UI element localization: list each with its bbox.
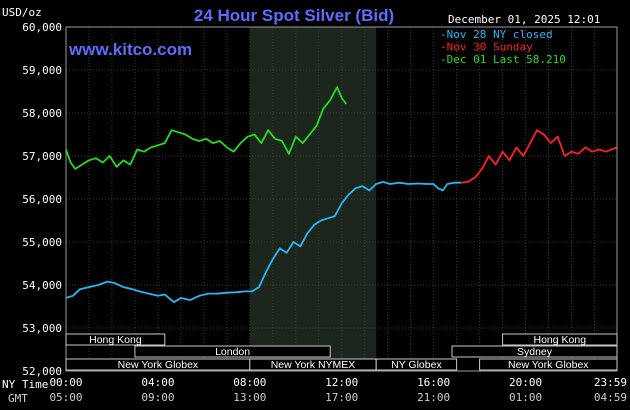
chart-datetime: December 01, 2025 12:01 [448, 13, 600, 26]
x-tick-ny: 08:00 [233, 376, 266, 389]
x-tick-gmt: 09:00 [141, 391, 174, 404]
x-tick-gmt: 17:00 [325, 391, 358, 404]
y-tick-label: 56,000 [22, 193, 62, 206]
x-tick-gmt: 04:59 [594, 391, 627, 404]
x-tick-gmt: 05:00 [49, 391, 82, 404]
session-bar-1 [65, 333, 166, 346]
legend: -Nov 28 NY closed-Nov 30 Sunday-Dec 01 L… [440, 28, 566, 66]
y-tick-label: 57,000 [22, 150, 62, 163]
site-url[interactable]: www.kitco.com [68, 40, 192, 59]
session-label-3: New York Globex [118, 359, 199, 371]
y-tick-label: 54,000 [22, 279, 62, 292]
session-label-2: London [215, 346, 250, 358]
plot-frame [65, 26, 618, 372]
legend-entry-1: -Nov 28 NY closed [440, 28, 553, 41]
session-label-7: Sydney [517, 346, 553, 358]
session-label-4: New York NYMEX [271, 359, 356, 371]
x-tick-ny: 12:00 [325, 376, 358, 389]
y-tick-label: 58,000 [22, 107, 62, 120]
session-label-5: NY Globex [391, 359, 442, 371]
x-tick-ny: 00:00 [49, 376, 82, 389]
session-bar-5 [375, 358, 458, 371]
legend-entry-3: -Dec 01 Last 58.210 [440, 53, 566, 66]
y-tick-label: 59,000 [22, 64, 62, 77]
x-tick-gmt: 21:00 [417, 391, 450, 404]
plot-area [65, 26, 618, 372]
x-tick-ny: 04:00 [141, 376, 174, 389]
x-tick-gmt: 01:00 [509, 391, 542, 404]
series-line-3 [65, 86, 348, 170]
y-tick-label: 52,000 [22, 365, 62, 378]
x-row-prefix-ny: NY Time [2, 378, 48, 391]
session-bar-2 [134, 345, 331, 358]
session-bar-7 [451, 345, 618, 358]
axes: 52,000 53,000 54,000 55,000 56,000 57,000 58,0… [2, 21, 627, 405]
session-label-6: Hong Kong [534, 334, 587, 346]
trading-sessions: Hong Kong London New York Globex New York N… [65, 333, 618, 371]
x-tick-ny: 23:59 [594, 376, 627, 389]
session-bar-8 [479, 358, 618, 371]
y-tick-label: 53,000 [22, 322, 62, 335]
series-line-2 [461, 129, 618, 184]
series-line-1 [65, 180, 462, 304]
session-label-8: New York Globex [508, 359, 589, 371]
y-tick-label: 60,000 [22, 21, 62, 34]
x-tick-ny: 16:00 [417, 376, 450, 389]
x-tick-gmt: 13:00 [233, 391, 266, 404]
x-row-prefix-gmt: GMT [8, 392, 28, 405]
y-tick-label: 55,000 [22, 236, 62, 249]
chart-title: 24 Hour Spot Silver (Bid) [194, 6, 394, 25]
session-label-1: Hong Kong [89, 334, 142, 346]
y-axis-unit: USD/oz [2, 6, 42, 19]
legend-entry-2: -Nov 30 Sunday [440, 41, 533, 54]
session-bar-6 [502, 333, 618, 346]
x-tick-ny: 20:00 [509, 376, 542, 389]
